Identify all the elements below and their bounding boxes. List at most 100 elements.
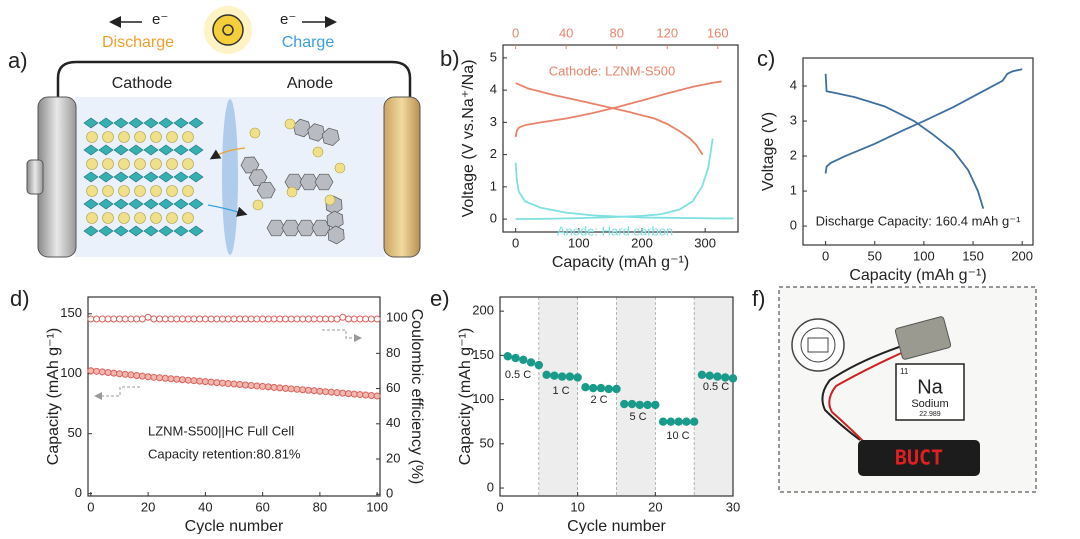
sodium-ion [86, 158, 98, 170]
data-point [230, 315, 238, 323]
y-tick-label: 100 [60, 365, 82, 380]
data-point [93, 315, 101, 323]
graphene-sheet [296, 219, 316, 237]
data-point [253, 382, 261, 390]
sodium-ion [118, 158, 130, 170]
annotation: 2 C [590, 394, 607, 406]
sodium-ion [324, 194, 336, 206]
y-tick-label: 5 [490, 49, 497, 64]
data-point [150, 373, 158, 381]
data-point [689, 417, 699, 426]
data-point [219, 315, 227, 323]
electron-label: e⁻ [152, 11, 168, 28]
octahedron [128, 144, 144, 156]
graphene-sheet [314, 173, 334, 191]
y-tick-label: 50 [68, 425, 82, 440]
element-card [895, 363, 965, 421]
data-point [161, 374, 169, 382]
data-point [224, 315, 232, 323]
x-tick-label: 10 [570, 499, 584, 514]
cathode-label: Cathode [112, 75, 173, 92]
bulb-filament [222, 24, 234, 36]
data-point [259, 315, 267, 323]
data-point [173, 375, 181, 383]
x-tick-label: 200 [631, 235, 653, 250]
x-tick-label: 30 [726, 499, 740, 514]
data-point [620, 399, 629, 409]
y-tick-label: 0 [75, 485, 82, 500]
data-point [184, 315, 192, 323]
octahedron [113, 225, 129, 237]
data-point [339, 313, 347, 321]
battery-diagram: a) e⁻ Discharge e⁻ Charge Cathode Anode [8, 6, 421, 258]
wire [828, 349, 909, 445]
led-text: BUCT [895, 446, 943, 470]
terminal [26, 159, 44, 195]
data-point [565, 372, 575, 381]
sodium-ion [182, 131, 194, 143]
octahedron [128, 171, 144, 183]
x-tick-label: 20 [648, 499, 662, 514]
data-point [110, 315, 118, 323]
data-point [213, 379, 221, 387]
plot-frame [499, 296, 734, 497]
annotation: Cathode: LZNM-S500 [549, 63, 675, 78]
octahedron [143, 117, 159, 129]
octahedron [113, 198, 129, 210]
data-point [345, 390, 353, 398]
data-point [282, 315, 290, 323]
plot-frame [87, 296, 381, 497]
x-axis-label: Capacity (mAh g⁻¹) [849, 267, 986, 284]
data-point [304, 315, 312, 323]
y-tick-label: 0 [487, 479, 494, 494]
data-point [167, 375, 175, 383]
sodium-ion [182, 158, 194, 170]
octahedron [98, 144, 114, 156]
graphene-sheet [311, 219, 331, 237]
data-point [115, 315, 123, 323]
battery-pack [894, 316, 952, 360]
sodium-ion [284, 118, 296, 130]
octahedron [188, 171, 204, 183]
sodium-ion [166, 131, 178, 143]
data-point [93, 367, 101, 375]
data-point [161, 315, 169, 323]
octahedron [158, 171, 174, 183]
university-logo [791, 318, 845, 372]
x-tick-label: 0 [87, 499, 94, 514]
cathode-structure [83, 117, 204, 237]
data-point [236, 315, 244, 323]
sodium-ion [182, 212, 194, 224]
x-tick-label: 200 [1011, 248, 1033, 263]
octahedron [113, 144, 129, 156]
data-point [287, 385, 295, 393]
data-point [276, 315, 284, 323]
data-point [310, 387, 318, 395]
graphene-sheet [326, 210, 344, 230]
y2-tick-label: 60 [386, 380, 400, 395]
data-point [333, 389, 341, 397]
data-point [259, 382, 267, 390]
data-point [236, 381, 244, 389]
y-tick-label: 150 [472, 347, 494, 362]
plot-frame [802, 57, 1034, 246]
x-axis-label: Cycle number [567, 518, 666, 534]
data-point [190, 315, 198, 323]
bulb [212, 14, 244, 46]
sodium-ion [249, 127, 261, 139]
data-point [173, 315, 181, 323]
data-point [207, 378, 215, 386]
octahedron [173, 171, 189, 183]
panel-label: e) [430, 286, 450, 311]
data-point [367, 315, 375, 323]
x-tick-label: 300 [694, 235, 716, 250]
data-point [612, 384, 621, 394]
data-point [178, 315, 186, 323]
y-tick-label: 0 [790, 218, 797, 233]
annotation: 0.5 C [505, 369, 531, 381]
data-point [87, 315, 95, 323]
y-tick-label: 100 [472, 391, 494, 406]
data-point [104, 369, 112, 377]
data-point [156, 374, 164, 382]
ion-arrow [207, 204, 248, 217]
